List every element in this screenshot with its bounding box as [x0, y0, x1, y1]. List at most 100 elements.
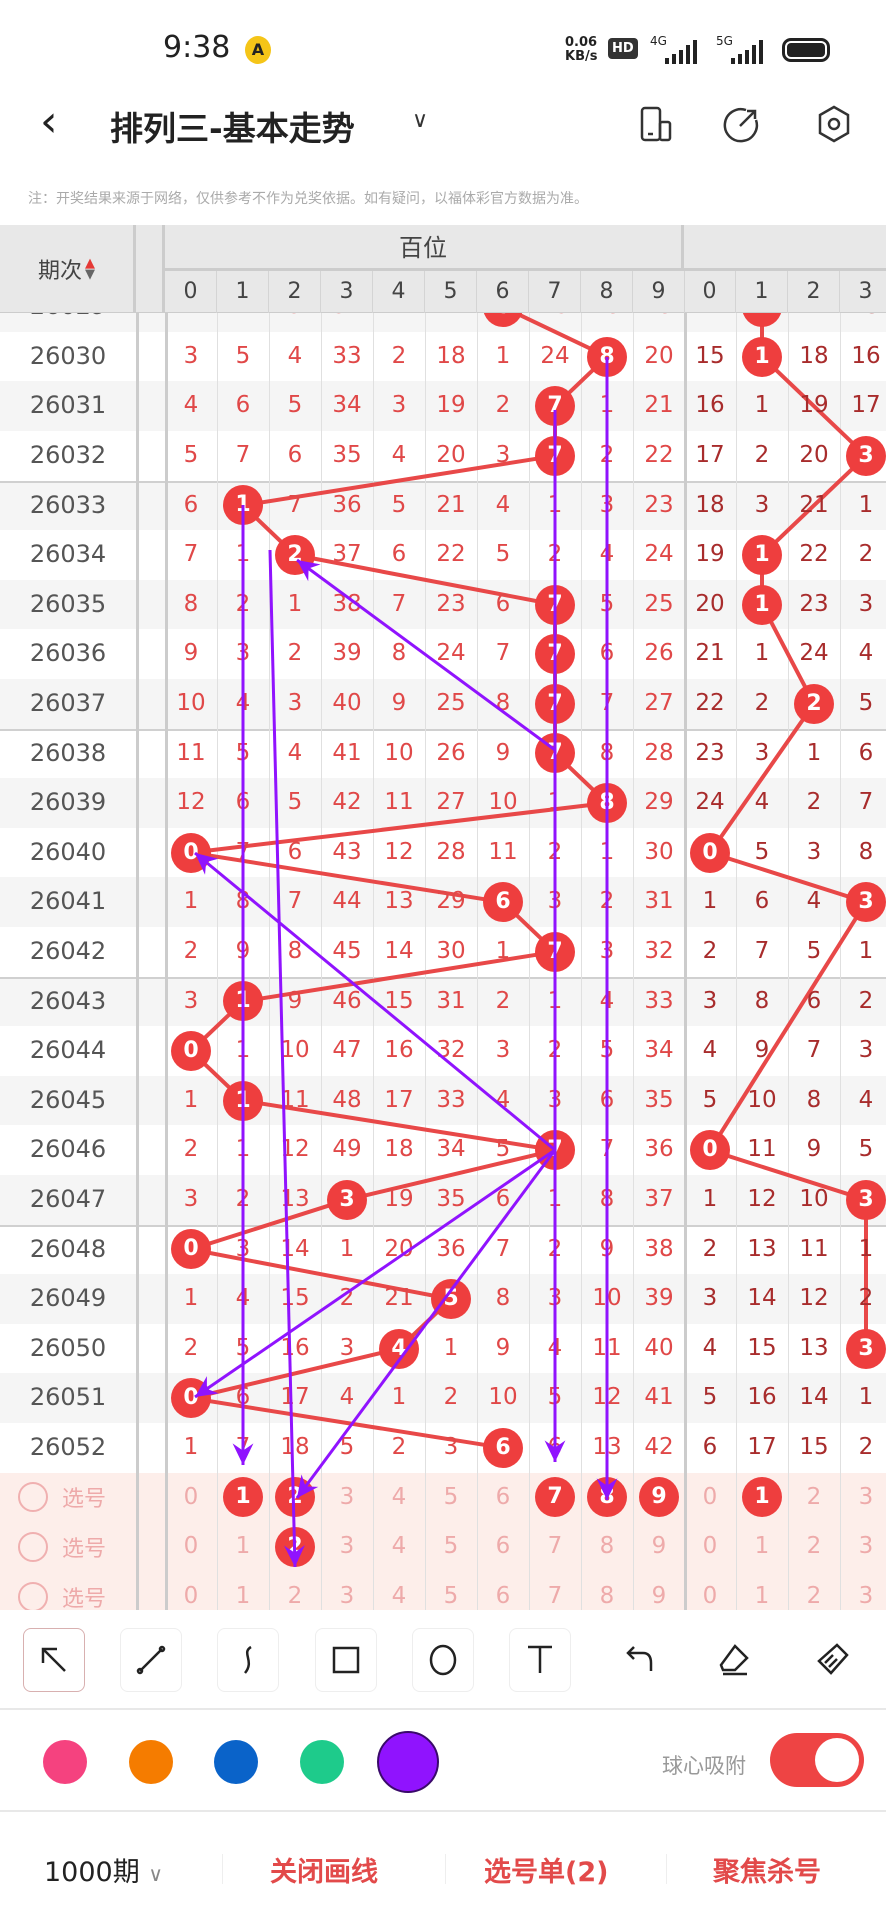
select-digit[interactable]: 0	[702, 1582, 718, 1609]
select-digit[interactable]: 1	[736, 1473, 788, 1523]
hundreds-cell: 9	[391, 690, 407, 716]
select-digit[interactable]: 5	[443, 1533, 459, 1560]
hundreds-cell: 2	[599, 442, 615, 468]
clear-brush-button[interactable]	[801, 1628, 863, 1692]
hundreds-cell: 11	[176, 739, 206, 766]
select-digit[interactable]: 9	[651, 1533, 667, 1560]
radio-icon[interactable]	[18, 1531, 48, 1562]
text-tool-button[interactable]	[509, 1628, 571, 1692]
selected-ball[interactable]: 2	[275, 1526, 315, 1567]
select-digit[interactable]: 2	[806, 1533, 822, 1560]
undo-button[interactable]	[607, 1628, 669, 1692]
select-digit[interactable]: 2	[269, 1522, 321, 1572]
select-digit[interactable]: 0	[702, 1533, 718, 1560]
select-digit[interactable]: 4	[391, 1483, 407, 1510]
select-digit[interactable]: 1	[235, 1533, 251, 1560]
focus-kill-button[interactable]: 聚焦杀号	[713, 1857, 821, 1888]
close-lines-button[interactable]: 关闭画线	[270, 1857, 378, 1888]
select-digit[interactable]: 7	[529, 1473, 581, 1523]
page-title[interactable]: 排列三-基本走势	[110, 109, 355, 148]
selected-ball[interactable]: 1	[223, 1477, 263, 1518]
select-digit[interactable]: 9	[651, 1582, 667, 1609]
selected-ball[interactable]: 2	[275, 1477, 315, 1518]
select-digit[interactable]: 2	[269, 1473, 321, 1523]
select-digit[interactable]: 6	[495, 1483, 511, 1510]
select-digit[interactable]: 2	[287, 1582, 303, 1609]
line-tool-button[interactable]	[120, 1628, 182, 1692]
rectangle-tool-button[interactable]	[315, 1628, 377, 1692]
select-digit[interactable]: 7	[547, 1582, 563, 1609]
select-digit[interactable]: 1	[754, 1582, 770, 1609]
hundreds-cell: 12	[176, 789, 206, 816]
select-digit[interactable]: 5	[443, 1483, 459, 1510]
select-digit[interactable]: 9	[633, 1473, 685, 1523]
hundreds-cell: 38	[332, 590, 362, 617]
select-digit[interactable]: 0	[183, 1483, 199, 1510]
select-digit[interactable]: 3	[858, 1533, 874, 1560]
period-cell: 26036	[29, 639, 107, 668]
curve-tool-button[interactable]	[217, 1628, 279, 1692]
color-swatch[interactable]	[300, 1740, 344, 1784]
device-layout-icon[interactable]	[636, 104, 676, 144]
select-digit[interactable]: 8	[581, 1473, 633, 1523]
select-row-toggle[interactable]: 选号	[0, 1473, 136, 1523]
selected-ball[interactable]: 9	[639, 1477, 679, 1518]
color-swatch[interactable]	[129, 1740, 173, 1784]
share-icon[interactable]	[722, 104, 762, 144]
selection-list-button[interactable]: 选号单(2)	[484, 1857, 609, 1888]
selected-ball[interactable]: 1	[742, 1477, 782, 1518]
select-digit[interactable]: 6	[495, 1533, 511, 1560]
sort-icon[interactable]: ▲ ▼	[85, 256, 95, 282]
color-swatch[interactable]	[43, 1740, 87, 1784]
select-digit[interactable]: 4	[391, 1582, 407, 1609]
select-digit[interactable]: 2	[806, 1483, 822, 1510]
hundreds-cell: 2	[183, 1334, 199, 1361]
select-digit[interactable]: 0	[183, 1582, 199, 1609]
hit-ball: 3	[327, 1179, 367, 1220]
select-digit[interactable]: 1	[754, 1533, 770, 1560]
select-digit[interactable]: 8	[599, 1533, 615, 1560]
hundreds-cell: 31	[644, 888, 674, 915]
select-digit[interactable]: 5	[443, 1582, 459, 1609]
select-digit[interactable]: 1	[235, 1582, 251, 1609]
select-digit[interactable]: 4	[391, 1533, 407, 1560]
back-icon[interactable]: ‹	[40, 96, 58, 147]
select-row: 选号 0 1 2 3 4 5 6 7 8 9 0 1 2 3	[0, 1522, 886, 1572]
hit-ball: 7	[535, 584, 575, 625]
select-digit[interactable]: 3	[858, 1582, 874, 1609]
radio-icon[interactable]	[18, 1581, 48, 1610]
select-digit[interactable]: 7	[547, 1533, 563, 1560]
select-digit[interactable]: 3	[858, 1483, 874, 1510]
period-sort-header[interactable]: 期次 ▲ ▼	[0, 225, 136, 313]
select-digit[interactable]: 3	[339, 1483, 355, 1510]
eraser-button[interactable]	[703, 1628, 765, 1692]
select-digit[interactable]: 0	[702, 1483, 718, 1510]
dropdown-chevron-icon[interactable]: ∨	[412, 108, 429, 133]
table-body[interactable]: 2602924332117623191914117152603035433218…	[0, 313, 886, 1610]
selected-ball[interactable]: 7	[535, 1477, 575, 1518]
select-digit[interactable]: 3	[339, 1533, 355, 1560]
arrow-tool-button[interactable]	[23, 1628, 85, 1692]
select-digit[interactable]: 2	[806, 1582, 822, 1609]
select-digit[interactable]: 8	[599, 1582, 615, 1609]
selected-ball[interactable]: 8	[587, 1477, 627, 1518]
circle-tool-button[interactable]	[412, 1628, 474, 1692]
radio-icon[interactable]	[18, 1482, 48, 1513]
settings-hexagon-icon[interactable]	[814, 104, 854, 144]
hundreds-cell: 10	[488, 1384, 518, 1411]
select-row-toggle[interactable]: 选号	[0, 1522, 136, 1572]
color-swatch[interactable]	[377, 1731, 439, 1793]
table-row: 26047 3 2 13 3 19 35 6 1 8 37 1 12 10 3	[0, 1175, 886, 1225]
hundreds-cell: 3	[183, 987, 199, 1014]
select-row-toggle[interactable]: 选号	[0, 1572, 136, 1610]
hundreds-cell: 1	[287, 590, 303, 617]
snap-toggle[interactable]	[770, 1733, 864, 1787]
color-swatch[interactable]	[214, 1740, 258, 1784]
select-digit[interactable]: 6	[495, 1582, 511, 1609]
select-digit[interactable]: 1	[217, 1473, 269, 1523]
select-digit[interactable]: 0	[183, 1533, 199, 1560]
hundreds-cell: 3	[547, 1086, 563, 1113]
select-digit[interactable]: 3	[339, 1582, 355, 1609]
period-count-select[interactable]: 1000期 ∨	[44, 1850, 163, 1889]
